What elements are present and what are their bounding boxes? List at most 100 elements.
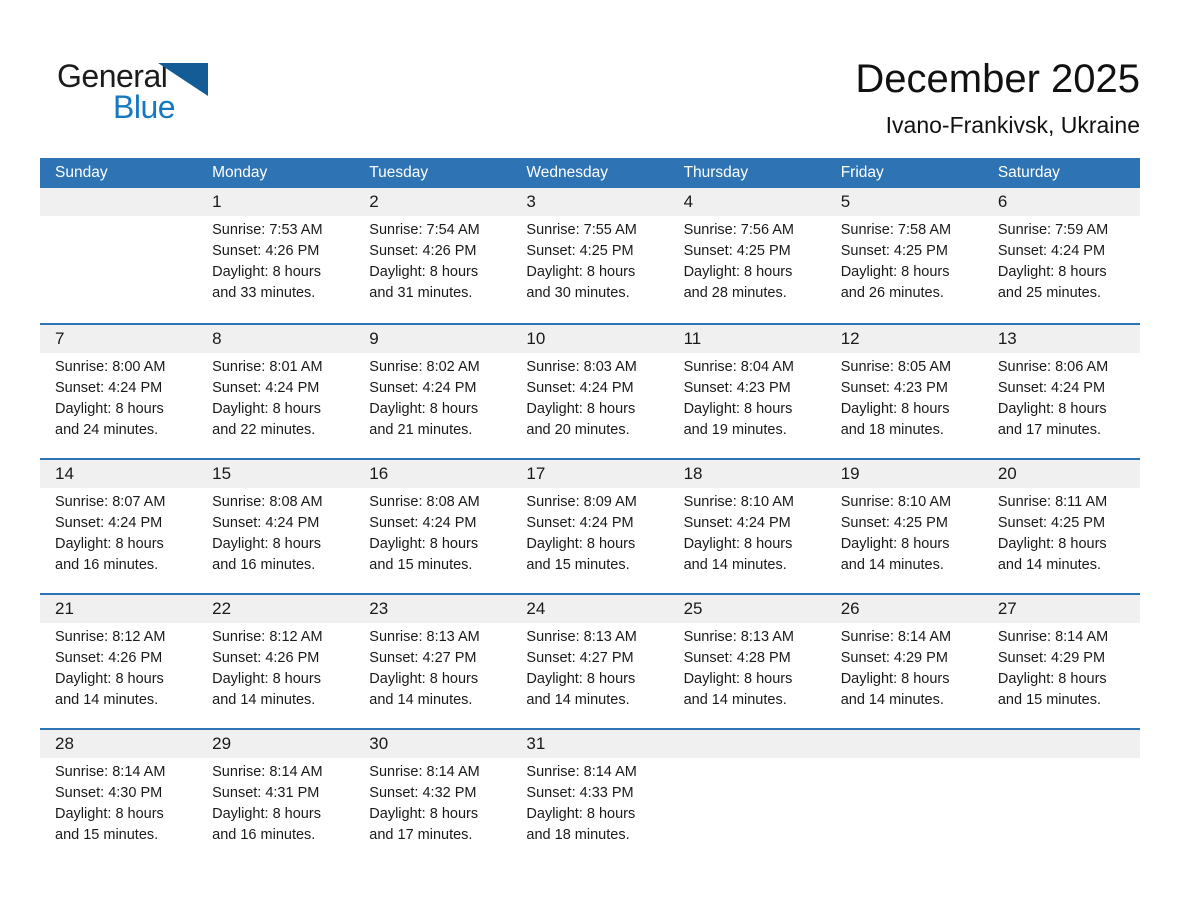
day-cell-10: 10 Sunrise: 8:03 AM Sunset: 4:24 PM Dayligh… — [511, 325, 669, 458]
daylight-text-line2: and 18 minutes. — [526, 827, 630, 843]
day-details: Sunrise: 8:00 AM Sunset: 4:24 PM Daylight:… — [40, 353, 197, 458]
day-number: 2 — [354, 188, 512, 216]
day-details: Sunrise: 7:59 AM Sunset: 4:24 PM Daylight:… — [983, 216, 1140, 323]
day-cell-22: 22 Sunrise: 8:12 AM Sunset: 4:26 PM Dayligh… — [197, 595, 355, 728]
day-details: Sunrise: 8:13 AM Sunset: 4:27 PM Daylight:… — [354, 623, 511, 728]
title-block: December 2025 Ivano-Frankivsk, Ukraine — [855, 56, 1140, 140]
sunrise-text: Sunrise: 8:03 AM — [526, 359, 637, 375]
day-cell-27: 27 Sunrise: 8:14 AM Sunset: 4:29 PM Dayligh… — [982, 595, 1140, 728]
daylight-text-line2: and 31 minutes. — [369, 285, 473, 301]
daylight-text-line1: Daylight: 8 hours — [840, 671, 950, 687]
day-number: 6 — [982, 188, 1140, 216]
sunrise-text: Sunrise: 8:14 AM — [369, 764, 480, 780]
location-subtitle: Ivano-Frankivsk, Ukraine — [885, 112, 1140, 138]
day-cell-empty — [982, 730, 1140, 863]
sunset-text: Sunset: 4:29 PM — [997, 650, 1106, 666]
daylight-text-line2: and 14 minutes. — [369, 692, 473, 708]
daylight-text-line1: Daylight: 8 hours — [369, 671, 479, 687]
sunset-text: Sunset: 4:26 PM — [212, 243, 320, 259]
day-cell-empty — [668, 730, 826, 863]
daylight-text-line2: and 30 minutes. — [526, 285, 630, 301]
daylight-text-line1: Daylight: 8 hours — [840, 536, 950, 552]
day-cell-5: 5 Sunrise: 7:58 AM Sunset: 4:25 PM Daylight… — [825, 188, 983, 323]
daylight-text-line2: and 14 minutes. — [526, 692, 630, 708]
daylight-text-line1: Daylight: 8 hours — [212, 671, 321, 687]
day-details: Sunrise: 8:12 AM Sunset: 4:26 PM Daylight:… — [197, 623, 354, 728]
daylight-text-line1: Daylight: 8 hours — [997, 401, 1107, 417]
day-number: 4 — [668, 188, 826, 216]
day-number: 29 — [197, 730, 355, 758]
calendar-table: Sunday Monday Tuesday Wednesday Thursday Frid… — [40, 158, 1140, 863]
weekday-header-wednesday: Wednesday — [526, 164, 608, 181]
weekday-header-tuesday: Tuesday — [369, 164, 429, 181]
day-cell-19: 19 Sunrise: 8:10 AM Sunset: 4:25 PM Dayligh… — [825, 460, 983, 593]
day-number — [40, 188, 198, 216]
day-cell-21: 21 Sunrise: 8:12 AM Sunset: 4:26 PM Dayligh… — [40, 595, 198, 728]
daylight-text-line1: Daylight: 8 hours — [212, 806, 321, 822]
sunset-text: Sunset: 4:31 PM — [212, 785, 320, 801]
day-details: Sunrise: 8:14 AM Sunset: 4:29 PM Daylight:… — [826, 623, 983, 728]
day-cell-23: 23 Sunrise: 8:13 AM Sunset: 4:27 PM Dayligh… — [354, 595, 512, 728]
sunrise-text: Sunrise: 7:55 AM — [526, 222, 637, 238]
daylight-text-line2: and 15 minutes. — [55, 827, 159, 843]
day-number: 1 — [197, 188, 355, 216]
sunset-text: Sunset: 4:25 PM — [840, 515, 948, 531]
day-details: Sunrise: 8:08 AM Sunset: 4:24 PM Daylight:… — [197, 488, 354, 593]
sunrise-text: Sunrise: 7:54 AM — [369, 222, 480, 238]
sunset-text: Sunset: 4:33 PM — [526, 785, 634, 801]
sunrise-text: Sunrise: 7:56 AM — [683, 222, 794, 238]
sunset-text: Sunset: 4:25 PM — [997, 515, 1106, 531]
sunset-text: Sunset: 4:26 PM — [369, 243, 477, 259]
day-number: 26 — [825, 595, 983, 623]
day-number: 8 — [197, 325, 355, 353]
daylight-text-line1: Daylight: 8 hours — [369, 536, 479, 552]
day-cell-26: 26 Sunrise: 8:14 AM Sunset: 4:29 PM Dayligh… — [825, 595, 983, 728]
day-cell-31: 31 Sunrise: 8:14 AM Sunset: 4:33 PM Dayligh… — [511, 730, 669, 863]
day-details: Sunrise: 8:14 AM Sunset: 4:33 PM Daylight:… — [511, 758, 668, 863]
day-number: 18 — [668, 460, 826, 488]
sunset-text: Sunset: 4:24 PM — [55, 515, 163, 531]
day-number: 10 — [511, 325, 669, 353]
daylight-text-line2: and 33 minutes. — [212, 285, 316, 301]
daylight-text-line1: Daylight: 8 hours — [369, 264, 479, 280]
sunrise-text: Sunrise: 8:11 AM — [997, 494, 1108, 510]
day-details: Sunrise: 8:01 AM Sunset: 4:24 PM Daylight:… — [197, 353, 354, 458]
general-blue-logo: General Blue — [57, 58, 277, 138]
day-details — [983, 758, 1140, 863]
day-cell-25: 25 Sunrise: 8:13 AM Sunset: 4:28 PM Dayligh… — [668, 595, 826, 728]
sunrise-text: Sunrise: 8:02 AM — [369, 359, 480, 375]
weekday-header-row: Sunday Monday Tuesday Wednesday Thursday Frid… — [40, 158, 1140, 188]
daylight-text-line2: and 14 minutes. — [55, 692, 159, 708]
day-number: 20 — [982, 460, 1140, 488]
sunrise-text: Sunrise: 8:13 AM — [683, 629, 794, 645]
sunrise-text: Sunrise: 8:09 AM — [526, 494, 637, 510]
day-number: 23 — [354, 595, 512, 623]
daylight-text-line1: Daylight: 8 hours — [526, 806, 636, 822]
weekday-header-thursday: Thursday — [683, 164, 749, 181]
daylight-text-line2: and 21 minutes. — [369, 422, 473, 438]
sunrise-text: Sunrise: 7:53 AM — [212, 222, 323, 238]
day-cell-20: 20 Sunrise: 8:11 AM Sunset: 4:25 PM Dayligh… — [982, 460, 1140, 593]
sunset-text: Sunset: 4:24 PM — [212, 380, 320, 396]
sunset-text: Sunset: 4:32 PM — [369, 785, 477, 801]
sunset-text: Sunset: 4:24 PM — [369, 380, 477, 396]
day-number: 14 — [40, 460, 198, 488]
daylight-text-line2: and 15 minutes. — [369, 557, 473, 573]
daylight-text-line1: Daylight: 8 hours — [55, 536, 164, 552]
day-number: 16 — [354, 460, 512, 488]
sunset-text: Sunset: 4:24 PM — [997, 243, 1106, 259]
daylight-text-line1: Daylight: 8 hours — [683, 671, 793, 687]
day-number — [825, 730, 983, 758]
week-row-3: 14 Sunrise: 8:07 AM Sunset: 4:24 PM Dayligh… — [40, 458, 1140, 593]
day-cell-9: 9 Sunrise: 8:02 AM Sunset: 4:24 PM Daylight… — [354, 325, 512, 458]
day-cell-empty — [825, 730, 983, 863]
sunset-text: Sunset: 4:24 PM — [369, 515, 477, 531]
week-row-4: 21 Sunrise: 8:12 AM Sunset: 4:26 PM Dayligh… — [40, 593, 1140, 728]
day-cell-3: 3 Sunrise: 7:55 AM Sunset: 4:25 PM Daylight… — [511, 188, 669, 323]
day-number: 28 — [40, 730, 198, 758]
daylight-text-line1: Daylight: 8 hours — [212, 401, 321, 417]
daylight-text-line1: Daylight: 8 hours — [840, 401, 950, 417]
daylight-text-line1: Daylight: 8 hours — [212, 536, 321, 552]
day-number: 22 — [197, 595, 355, 623]
daylight-text-line2: and 16 minutes. — [212, 557, 316, 573]
